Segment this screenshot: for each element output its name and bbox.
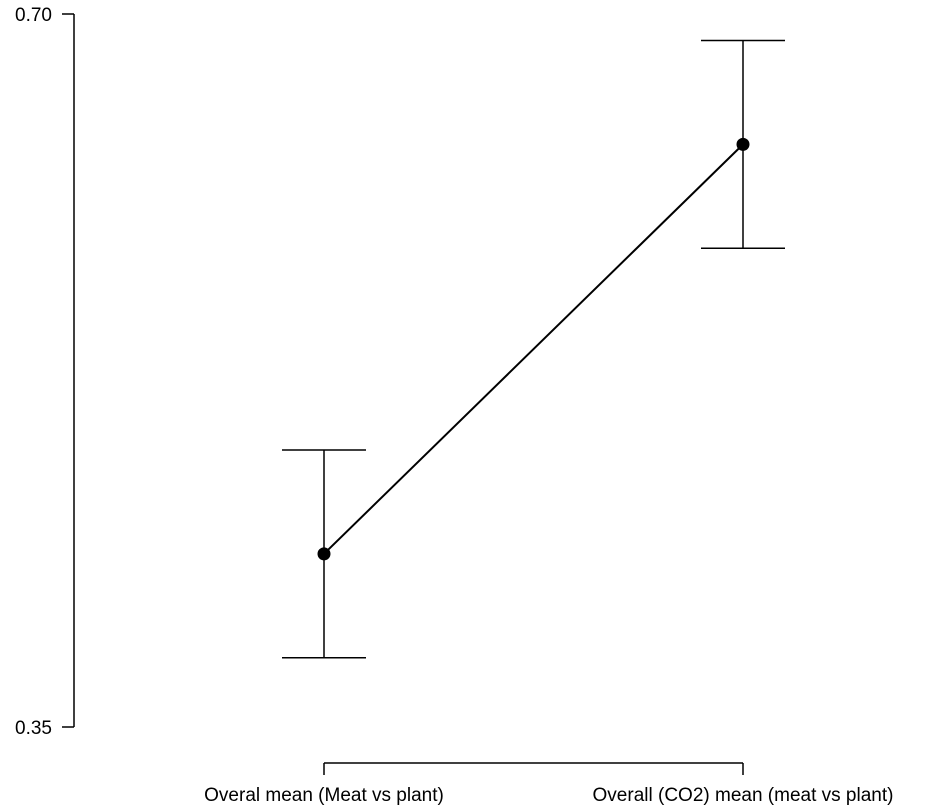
y-tick-label-top: 0.70 — [15, 5, 52, 26]
x-axis: Overal mean (Meat vs plant) Overall (CO2… — [204, 762, 894, 806]
y-axis: 0.70 0.35 — [15, 5, 75, 739]
data-point-2 — [736, 137, 750, 151]
data-point-1 — [317, 547, 331, 561]
y-tick-label-bottom: 0.35 — [15, 718, 52, 739]
series-line-segment-1 — [323, 143, 744, 555]
x-tick-label-1: Overal mean (Meat vs plant) — [204, 785, 444, 806]
series-layer — [282, 39, 785, 659]
x-tick-label-2: Overall (CO2) mean (meat vs plant) — [593, 785, 894, 806]
